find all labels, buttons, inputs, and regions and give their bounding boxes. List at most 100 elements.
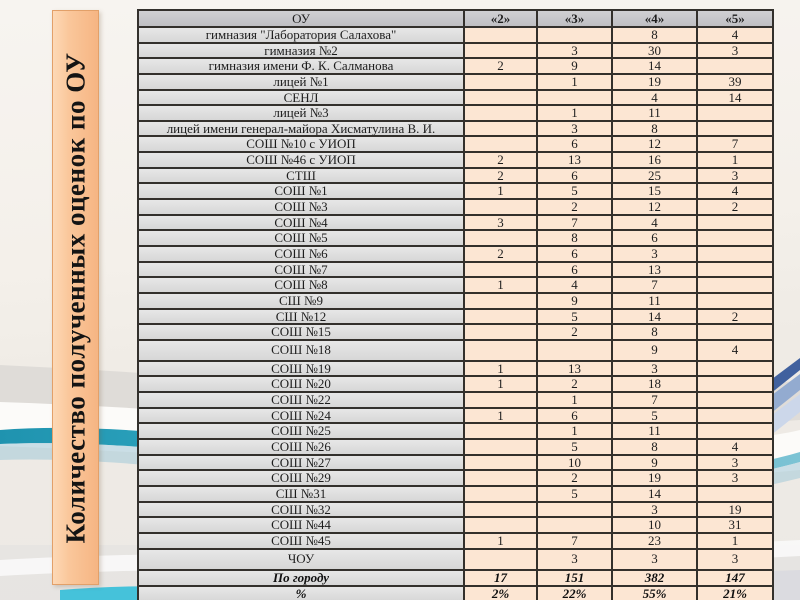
school-name-cell: СОШ №6 xyxy=(137,244,465,263)
school-name-cell: СОШ №15 xyxy=(137,323,465,341)
grade-count-cell: 14 xyxy=(611,307,698,326)
table-row: СОШ №29 2 19 3 xyxy=(137,469,774,487)
grade-count-cell: 6 xyxy=(536,166,613,185)
school-name-cell: СОШ №1 xyxy=(137,182,465,201)
school-name-cell: ЧОУ xyxy=(137,547,465,571)
grade-count-cell: 382 xyxy=(611,568,698,587)
table-row: СОШ №10 с УИОП 6 12 7 xyxy=(137,135,774,154)
grade-count-cell xyxy=(463,323,538,341)
grade-count-cell: 1 xyxy=(463,531,538,550)
grade-count-cell xyxy=(463,453,538,472)
grade-count-cell: 10 xyxy=(536,453,613,472)
grade-count-cell: 9 xyxy=(536,57,613,75)
school-name-cell: СОШ №25 xyxy=(137,422,465,440)
grade-count-cell: 3 xyxy=(696,166,774,185)
grade-count-cell: 2 xyxy=(536,323,613,341)
grade-count-cell xyxy=(463,26,538,44)
table-row: гимназия №2 3 30 3 xyxy=(137,41,774,60)
table-row: СОШ №20 1 2 18 xyxy=(137,375,774,394)
grade-count-cell: 5 xyxy=(536,182,613,201)
grade-count-cell: 6 xyxy=(611,229,698,247)
grade-count-cell: 19 xyxy=(611,72,698,91)
table-row: СОШ №24 1 6 5 xyxy=(137,406,774,425)
column-header-grade4: «4» xyxy=(611,9,698,28)
grade-count-cell: 1 xyxy=(536,72,613,91)
grade-count-cell: 3 xyxy=(611,244,698,263)
grade-count-cell: 8 xyxy=(611,438,698,456)
grade-count-cell xyxy=(463,391,538,409)
table-row: СТШ 2 6 25 3 xyxy=(137,166,774,185)
grade-count-cell: 13 xyxy=(536,151,613,169)
grade-count-cell: 5 xyxy=(611,406,698,425)
school-name-cell: СОШ №22 xyxy=(137,391,465,409)
school-name-cell: СОШ №19 xyxy=(137,359,465,378)
grade-count-cell xyxy=(463,438,538,456)
grade-count-cell: 39 xyxy=(696,72,774,91)
grade-count-cell: 8 xyxy=(536,229,613,247)
grade-count-cell: 13 xyxy=(611,260,698,279)
grade-count-cell: 7 xyxy=(611,391,698,409)
grade-count-cell: 4 xyxy=(696,182,774,201)
school-name-cell: СОШ №32 xyxy=(137,500,465,519)
grade-count-cell: 11 xyxy=(611,291,698,310)
grade-count-cell: 14 xyxy=(696,88,774,107)
grade-count-cell: 9 xyxy=(536,291,613,310)
column-header-ou: ОУ xyxy=(137,9,465,28)
school-name-cell: СТШ xyxy=(137,166,465,185)
table-row: СОШ №18 9 4 xyxy=(137,338,774,362)
grade-count-cell: 14 xyxy=(611,484,698,503)
grade-count-cell: 13 xyxy=(536,359,613,378)
grade-count-cell: 1 xyxy=(536,422,613,440)
grade-count-cell: 9 xyxy=(611,453,698,472)
school-name-cell: лицей №1 xyxy=(137,72,465,91)
grade-count-cell: 147 xyxy=(696,568,774,587)
grade-count-cell xyxy=(696,291,774,310)
grade-count-cell: 2 xyxy=(536,198,613,216)
table-row: СОШ №3 2 12 2 xyxy=(137,198,774,216)
table-row: лицей имени генерал-майора Хисматулина В… xyxy=(137,119,774,138)
school-name-cell: СОШ №46 с УИОП xyxy=(137,151,465,169)
school-name-cell: СОШ №20 xyxy=(137,375,465,394)
grade-count-cell xyxy=(696,422,774,440)
table-row: ЧОУ 3 3 3 xyxy=(137,547,774,571)
table-row: % 2% 22% 55% 21% xyxy=(137,584,774,600)
grade-count-cell: 3 xyxy=(611,359,698,378)
grade-count-cell xyxy=(696,484,774,503)
grade-count-cell: 3 xyxy=(696,469,774,487)
school-name-cell: СОШ №45 xyxy=(137,531,465,550)
grade-count-cell: 2 xyxy=(463,57,538,75)
school-name-cell: СШ №12 xyxy=(137,307,465,326)
school-name-cell: % xyxy=(137,584,465,600)
grade-count-cell: 4 xyxy=(696,26,774,44)
grade-count-cell: 8 xyxy=(611,26,698,44)
grade-count-cell xyxy=(463,104,538,122)
table-body: гимназия "Лаборатория Салахова" 8 4 гимнази… xyxy=(137,26,774,600)
grade-count-cell: 4 xyxy=(611,213,698,232)
grade-count-cell: 6 xyxy=(536,135,613,154)
grade-count-cell xyxy=(536,88,613,107)
school-name-cell: СШ №31 xyxy=(137,484,465,503)
table-row: По городу 17 151 382 147 xyxy=(137,568,774,587)
column-header-grade3: «3» xyxy=(536,9,613,28)
grade-count-cell xyxy=(536,26,613,44)
slide-title-banner: Количество полученных оценок по ОУ xyxy=(52,10,99,585)
table-row: СШ №12 5 14 2 xyxy=(137,307,774,326)
grade-count-cell: 1 xyxy=(536,104,613,122)
grade-count-cell: 151 xyxy=(536,568,613,587)
grade-count-cell: 7 xyxy=(536,213,613,232)
grade-count-cell: 22% xyxy=(536,584,613,600)
school-name-cell: СШ №9 xyxy=(137,291,465,310)
school-name-cell: СОШ №8 xyxy=(137,276,465,294)
grade-count-cell: 15 xyxy=(611,182,698,201)
school-name-cell: СОШ №7 xyxy=(137,260,465,279)
school-name-cell: СОШ №10 с УИОП xyxy=(137,135,465,154)
grade-count-cell: 1 xyxy=(463,406,538,425)
grade-count-cell: 3 xyxy=(536,119,613,138)
table-row: СОШ №26 5 8 4 xyxy=(137,438,774,456)
table-row: гимназия имени Ф. К. Салманова 2 9 14 xyxy=(137,57,774,75)
grade-count-cell: 23 xyxy=(611,531,698,550)
grade-count-cell: 6 xyxy=(536,260,613,279)
grade-count-cell xyxy=(536,338,613,362)
grade-count-cell: 2 xyxy=(696,198,774,216)
grade-count-cell xyxy=(463,547,538,571)
